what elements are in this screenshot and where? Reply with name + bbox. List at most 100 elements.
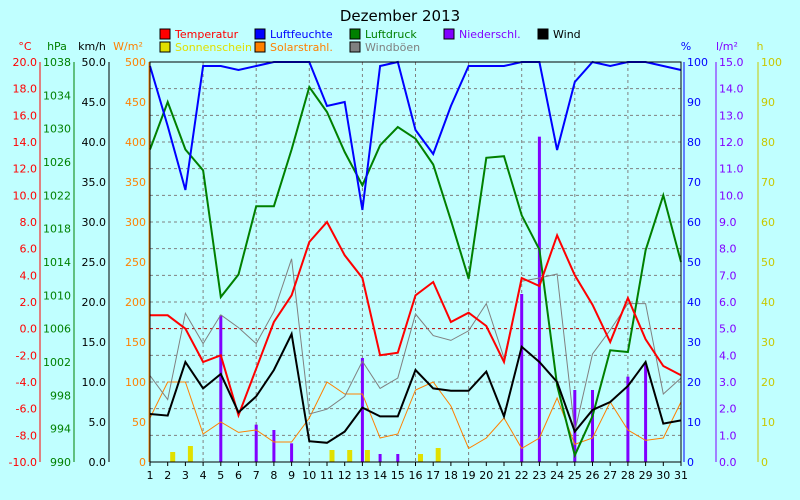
wind-tick-label: 0.0 [89,456,107,469]
solar-tick-label: 50 [132,416,146,429]
x-tick-label: 29 [639,469,653,482]
pressure-tick-label: 1038 [43,56,71,69]
pressure-tick-label: 1034 [43,89,71,102]
pressure-tick-label: 1010 [43,289,71,302]
rain-tick-label: 14.0 [719,83,744,96]
bars [170,136,648,462]
temperature-tick-label: 8.0 [20,216,38,229]
temperature-tick-label: 10.0 [13,189,38,202]
luftdruck-line [149,84,682,459]
x-tick-label: 8 [270,469,277,482]
legend-label: Windböen [365,41,420,54]
x-tick-label: 24 [550,469,564,482]
sunshine-bar [364,450,370,462]
sun-tick-label: 40 [761,296,775,309]
humidity-tick-label: 10 [687,416,701,429]
x-tick-label: 9 [288,469,295,482]
pressure-tick-label: 1026 [43,156,71,169]
temperature-tick-label: 14.0 [13,136,38,149]
rain-tick-label: 0.0 [719,456,737,469]
legend-swatch [254,28,266,40]
rain-tick-label: 8.0 [719,243,737,256]
sunshine-bar [418,454,423,462]
wind-tick-label: 45.0 [82,96,107,109]
rain-bar [360,358,364,462]
legend-label: Luftdruck [365,28,417,41]
temperature-tick-label: 2.0 [20,296,38,309]
rain-tick-label: 2.0 [719,403,737,416]
rain-tick-label: 1.0 [719,429,737,442]
legend-label: Niederschl. [459,28,521,41]
rain-bar [573,390,577,462]
pressure-tick-label: 990 [50,456,71,469]
x-tick-label: 3 [182,469,189,482]
humidity-tick-label: 0 [687,456,694,469]
x-tick-label: 11 [320,469,334,482]
temperature-tick-label: 6.0 [20,243,38,256]
rain-bar [290,443,294,462]
solar-tick-label: 300 [125,216,146,229]
humidity-tick-label: 40 [687,296,701,309]
sun-tick-label: 50 [761,256,775,269]
rain-tick-label: 9.0 [719,216,737,229]
wind-tick-label: 50.0 [82,56,107,69]
solar-tick-label: 150 [125,336,146,349]
solar-tick-label: 500 [125,56,146,69]
x-tick-label: 10 [302,469,316,482]
rain-tick-label: 10.0 [719,189,744,202]
solar-tick-label: 400 [125,136,146,149]
humidity-tick-label: 20 [687,376,701,389]
legend-label: Temperatur [174,28,239,41]
x-tick-label: 31 [674,469,688,482]
x-tick-label: 7 [253,469,260,482]
x-tick-label: 14 [373,469,387,482]
temperature-tick-label: 0.0 [20,323,38,336]
wind-tick-label: 20.0 [82,296,107,309]
x-tick-label: 12 [338,469,352,482]
temperature-tick-label: -10.0 [9,456,37,469]
x-tick-label: 30 [656,469,670,482]
legend-swatch [159,28,171,40]
pressure-tick-label: 1014 [43,256,71,269]
rain-bar [520,294,524,462]
solar-tick-label: 100 [125,376,146,389]
sun-tick-label: 100 [761,56,782,69]
rain-tick-label: 5.0 [719,323,737,336]
rain-bar [219,315,223,462]
sunshine-bar [329,450,335,462]
solarstrahl-line [149,381,682,450]
legend-swatch [254,41,266,53]
rain-bar [378,454,382,462]
plot-frame [149,61,682,463]
x-tick-label: 18 [444,469,458,482]
x-tick-label: 27 [603,469,617,482]
sun-tick-label: 10 [761,416,775,429]
solar-tick-label: 250 [125,256,146,269]
axes: °C-10.0-8.0-6.0-4.0-2.00.02.04.06.08.010… [9,40,782,482]
legend-label: Sonnenschein [175,41,252,54]
humidity-tick-label: 30 [687,336,701,349]
temperatur-line [150,220,682,419]
sunshine-bar [187,446,193,462]
x-tick-label: 13 [355,469,369,482]
x-tick-label: 25 [568,469,582,482]
solar-tick-label: 0 [139,456,146,469]
x-tick-label: 5 [217,469,224,482]
humidity-tick-label: 90 [687,96,701,109]
sun-tick-label: 80 [761,136,775,149]
legend-swatch [537,28,549,40]
x-tick-label: 26 [586,469,600,482]
humidity-tick-label: 60 [687,216,701,229]
solar-tick-label: 350 [125,176,146,189]
wind-line [149,330,682,444]
legend-swatch [443,28,455,40]
temperature-tick-label: -4.0 [16,376,37,389]
x-tick-label: 23 [532,469,546,482]
rain-tick-label: 3.0 [719,376,737,389]
rain-bar [272,430,276,462]
humidity-tick-label: 70 [687,176,701,189]
x-tick-label: 20 [479,469,493,482]
temperature-tick-label: 12.0 [13,163,38,176]
rain-tick-label: 6.0 [719,296,737,309]
wind-tick-label: 5.0 [89,416,107,429]
